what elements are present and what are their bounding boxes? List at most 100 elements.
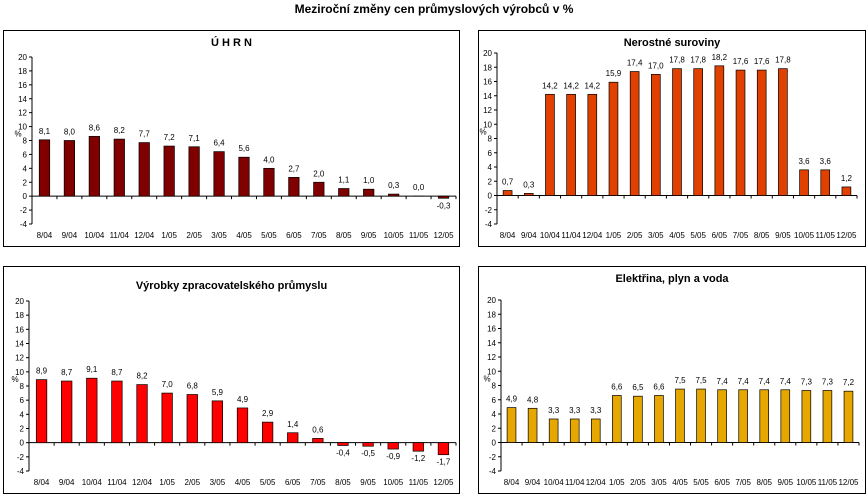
data-label: 6,8 bbox=[187, 382, 199, 391]
bar bbox=[313, 181, 325, 197]
data-label: 7,3 bbox=[822, 377, 834, 386]
bar bbox=[211, 400, 224, 444]
y-tick-label: -4 bbox=[485, 220, 493, 229]
chart-title: Ú H R N bbox=[211, 37, 252, 49]
x-tick-label: 9/04 bbox=[521, 231, 537, 240]
x-tick-label: 7/05 bbox=[733, 231, 749, 240]
bar bbox=[566, 93, 576, 196]
x-tick-label: 12/04 bbox=[134, 231, 155, 240]
data-label: 6,6 bbox=[611, 382, 623, 391]
data-label: 0,3 bbox=[388, 181, 400, 190]
y-tick-label: 20 bbox=[15, 297, 24, 306]
x-tick-label: 3/05 bbox=[210, 478, 226, 487]
x-tick-label: 9/04 bbox=[59, 478, 75, 487]
bar bbox=[113, 138, 125, 197]
x-tick-label: 12/05 bbox=[433, 478, 454, 487]
data-label: 7,4 bbox=[738, 377, 750, 386]
bar bbox=[756, 69, 767, 196]
data-label: 14,2 bbox=[585, 81, 601, 90]
chart-panel-elektrina-plyn-voda: Elektřina, plyn a voda -4 -2 0 2 4 6 8 10 12 14 16… bbox=[478, 266, 866, 494]
y-tick-label: -4 bbox=[20, 220, 28, 229]
y-axis-label: % bbox=[11, 375, 18, 384]
y-tick-label: 6 bbox=[492, 396, 497, 405]
y-tick-label: 8 bbox=[23, 137, 28, 146]
y-axis-label: % bbox=[14, 130, 21, 139]
y-axis-label: % bbox=[479, 127, 486, 136]
chart-svg: -4 -2 0 2 4 6 8 10 12 14 16 18 20% 0,7 8/04 0,3 9/04 14,2… bbox=[479, 49, 858, 240]
bar bbox=[238, 156, 250, 197]
y-tick-label: 2 bbox=[20, 425, 25, 434]
bar bbox=[38, 139, 51, 197]
x-tick-label: 6/05 bbox=[714, 478, 730, 487]
x-tick-label: 3/05 bbox=[211, 231, 227, 240]
bar bbox=[138, 142, 150, 197]
y-tick-label: 4 bbox=[23, 164, 28, 173]
bar bbox=[801, 390, 812, 443]
bar bbox=[288, 177, 300, 197]
bar bbox=[523, 193, 534, 196]
y-tick-label: 20 bbox=[487, 296, 496, 305]
bar bbox=[236, 407, 249, 444]
data-label: 4,8 bbox=[527, 395, 539, 404]
y-tick-label: -2 bbox=[489, 453, 497, 462]
x-tick-label: 4/05 bbox=[235, 478, 251, 487]
x-tick-label: 1/05 bbox=[609, 478, 625, 487]
bar bbox=[161, 392, 173, 444]
data-label: 7,2 bbox=[164, 133, 176, 142]
y-tick-label: 10 bbox=[487, 367, 496, 376]
y-tick-label: 6 bbox=[23, 150, 28, 159]
bar bbox=[822, 390, 833, 443]
data-label: 3,3 bbox=[590, 406, 602, 415]
y-tick-label: 18 bbox=[487, 310, 496, 319]
bar bbox=[136, 384, 148, 444]
data-label: 3,6 bbox=[798, 157, 810, 166]
bar bbox=[388, 193, 400, 197]
y-tick-label: 12 bbox=[15, 354, 24, 363]
bar bbox=[312, 438, 324, 444]
data-label: 8,6 bbox=[89, 123, 101, 132]
x-tick-label: 11/05 bbox=[816, 231, 836, 240]
data-label: 18,2 bbox=[712, 53, 728, 62]
data-label: 0,3 bbox=[523, 180, 535, 189]
x-tick-label: 4/05 bbox=[236, 231, 252, 240]
x-tick-label: 11/04 bbox=[110, 231, 130, 240]
y-tick-label: 10 bbox=[15, 368, 24, 377]
bar bbox=[61, 380, 73, 444]
y-tick-label: 14 bbox=[15, 340, 24, 349]
data-label: 7,3 bbox=[801, 377, 813, 386]
bar bbox=[213, 151, 225, 197]
bar bbox=[714, 65, 725, 196]
y-tick-label: 12 bbox=[487, 353, 496, 362]
y-tick-label: 2 bbox=[492, 424, 497, 433]
data-label: -1,2 bbox=[411, 454, 425, 463]
data-label: 1,4 bbox=[287, 420, 299, 429]
y-tick-label: 2 bbox=[23, 178, 28, 187]
x-tick-label: 1/05 bbox=[606, 231, 622, 240]
x-tick-label: 8/04 bbox=[34, 478, 50, 487]
chart-svg: -4 -2 0 2 4 6 8 10 12 14 16 18 20% 8,1 8/04 8,0 9/04 8,6 1… bbox=[14, 53, 457, 240]
bar bbox=[86, 377, 98, 444]
bar bbox=[675, 388, 685, 443]
y-tick-label: 2 bbox=[488, 177, 493, 186]
x-tick-label: 7/05 bbox=[310, 478, 326, 487]
x-tick-label: 10/04 bbox=[82, 478, 103, 487]
data-label: 7,7 bbox=[139, 130, 151, 139]
x-tick-label: 3/05 bbox=[651, 478, 667, 487]
y-tick-label: -4 bbox=[17, 467, 25, 476]
x-tick-label: 4/05 bbox=[669, 231, 685, 240]
bar bbox=[629, 71, 640, 196]
x-tick-label: 12/05 bbox=[838, 478, 859, 487]
bar bbox=[437, 195, 450, 199]
y-tick-label: 12 bbox=[483, 106, 492, 115]
bar bbox=[799, 169, 809, 196]
data-label: 14,2 bbox=[563, 81, 579, 90]
bar bbox=[545, 93, 555, 196]
bar bbox=[548, 418, 559, 443]
y-axis-label: % bbox=[483, 374, 490, 383]
data-label: 7,2 bbox=[843, 378, 855, 387]
main-title: Meziroční změny cen průmyslových výrobců… bbox=[294, 2, 574, 16]
x-tick-label: 10/05 bbox=[796, 478, 817, 487]
x-tick-label: 2/05 bbox=[630, 478, 646, 487]
x-tick-label: 5/05 bbox=[693, 478, 709, 487]
data-label: 17,6 bbox=[733, 57, 749, 66]
